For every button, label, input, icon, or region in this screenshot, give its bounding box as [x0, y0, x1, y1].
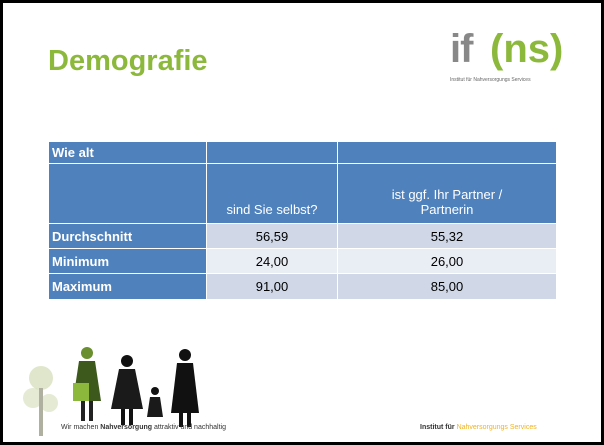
row-label: Durchschnitt [49, 224, 207, 249]
cell: 91,00 [207, 274, 338, 300]
logo-if: if [450, 27, 472, 72]
tree [23, 366, 58, 436]
cell: 56,59 [207, 224, 338, 249]
header-cell [338, 142, 557, 164]
cell: 26,00 [338, 249, 557, 274]
logo-ns: ns [490, 27, 563, 72]
page: {"header": {"title": "Demografie", "logo… [0, 0, 604, 445]
footer-text: attraktiv und nachhaltig [154, 424, 226, 431]
footer-text: Nahversorgungs Services [457, 424, 537, 431]
cell: 85,00 [338, 274, 557, 300]
header-cell [49, 164, 207, 224]
table: Wie alt sind Sie selbst? ist ggf. Ihr Pa… [48, 141, 557, 300]
logo: if ns Institut für Nahversorgungs Servic… [446, 27, 586, 97]
footer-text: Nahversorgung [100, 424, 152, 431]
cell: 55,32 [338, 224, 557, 249]
footer-text: Wir machen [61, 424, 98, 431]
corner-cell: Wie alt [49, 142, 207, 164]
figures [73, 347, 199, 427]
header-cell [207, 142, 338, 164]
slide: Demografie if ns Institut für Nahversorg… [0, 0, 604, 445]
cell: 24,00 [207, 249, 338, 274]
column-header: ist ggf. Ihr Partner / Partnerin [338, 164, 557, 224]
column-header: sind Sie selbst? [207, 164, 338, 224]
footer-left: Wir machen Nahversorgung attraktiv und n… [61, 424, 226, 431]
row-label: Minimum [49, 249, 207, 274]
logo-subtitle: Institut für Nahversorgungs Services [450, 77, 531, 83]
footer-text: Institut für [420, 424, 455, 431]
row-label: Maximum [49, 274, 207, 300]
title: Demografie [48, 45, 208, 78]
footer-right: Institut für Nahversorgungs Services [420, 424, 537, 431]
